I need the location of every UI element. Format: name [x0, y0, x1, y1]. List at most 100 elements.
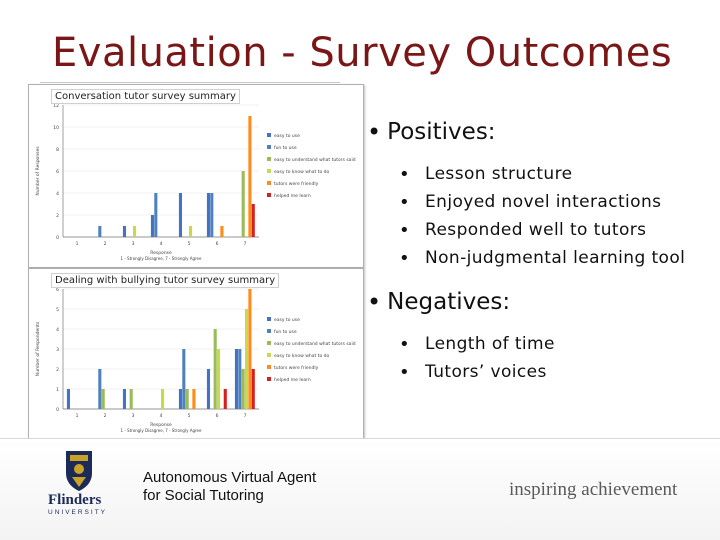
- y-tick-label: 2: [56, 213, 59, 219]
- legend-label: easy to understand what tutors said: [274, 157, 356, 163]
- legend-label: helped me learn: [274, 193, 311, 199]
- slide-title: Evaluation - Survey Outcomes: [52, 30, 673, 76]
- bar: [185, 389, 189, 409]
- bullet-dot: •: [399, 191, 411, 213]
- legend-swatch: [267, 133, 271, 137]
- bar: [150, 215, 155, 237]
- y-tick-label: 8: [56, 147, 59, 153]
- legend-swatch: [267, 329, 271, 333]
- y-tick-label: 5: [56, 307, 59, 313]
- bar: [122, 226, 127, 237]
- logo-subtitle: UNIVERSITY: [48, 509, 108, 516]
- bar: [251, 369, 255, 409]
- legend-label: easy to know what to do: [274, 169, 330, 175]
- footer-line-2: for Social Tutoring: [143, 487, 264, 504]
- footer-line-1: Autonomous Virtual Agent: [143, 469, 317, 486]
- positives-item: • Enjoyed novel interactions: [399, 188, 685, 216]
- legend-label: tutors were friendly: [274, 365, 319, 371]
- footer-project-name: Autonomous Virtual Agent for Social Tuto…: [143, 469, 316, 505]
- x-axis-note: 1 - Strongly Disagree, 7 - Strongly Agre…: [121, 256, 203, 261]
- tagline: inspiring achievement: [509, 479, 678, 500]
- bar: [248, 289, 252, 409]
- x-tick-label: 4: [160, 413, 163, 419]
- negatives-heading: • Negatives:: [367, 288, 510, 316]
- y-tick-label: 3: [56, 347, 59, 353]
- y-tick-label: 4: [56, 327, 59, 333]
- y-tick-label: 6: [56, 169, 59, 175]
- bullet-dot: •: [367, 288, 382, 316]
- bullying-chart: 0 1 2 3 4 5 6 Number of Respondents 1 2 3 4 5 6 7 Respo…: [28, 268, 364, 440]
- footer-rule: [0, 438, 720, 439]
- x-tick-label: 7: [244, 241, 247, 247]
- bar: [241, 369, 245, 409]
- legend-label: easy to understand what tutors said: [274, 341, 356, 347]
- positives-label: Positives:: [387, 119, 496, 145]
- x-axis-label: Response: [150, 422, 172, 428]
- legend-label: fun to use: [274, 145, 297, 151]
- bar: [189, 226, 193, 237]
- bullet-dot: •: [399, 247, 411, 269]
- legend-label: easy to use: [274, 317, 300, 323]
- x-tick-label: 2: [104, 413, 107, 419]
- positives-item: • Responded well to tutors: [399, 216, 685, 244]
- legend-label: easy to use: [274, 133, 300, 139]
- x-tick-label: 1: [76, 413, 79, 419]
- bar: [66, 389, 71, 409]
- legend-swatch: [267, 377, 271, 381]
- legend-swatch: [267, 341, 271, 345]
- bar: [192, 389, 196, 409]
- bullet-dot: •: [399, 361, 411, 383]
- positives-list: • Lesson structure • Enjoyed novel interact…: [399, 160, 685, 272]
- bar: [101, 389, 105, 409]
- bar: [213, 329, 217, 409]
- x-tick-label: 1: [76, 241, 79, 247]
- bar: [206, 369, 211, 409]
- bar: [238, 349, 242, 409]
- x-tick-label: 3: [132, 413, 135, 419]
- bar: [129, 389, 133, 409]
- bar: [154, 193, 158, 237]
- y-axis-label: Number of Responses: [35, 146, 41, 196]
- positives-text: Responded well to tutors: [425, 220, 647, 240]
- legend-swatch: [267, 169, 271, 173]
- y-tick-label: 0: [56, 407, 59, 413]
- x-tick-label: 5: [188, 413, 191, 419]
- bar: [220, 226, 224, 237]
- negatives-item: • Tutors’ voices: [399, 358, 555, 386]
- y-tick-label: 6: [56, 287, 59, 293]
- bullet-dot: •: [399, 333, 411, 355]
- positives-item: • Non-judgmental learning tool: [399, 244, 685, 272]
- bar: [98, 369, 102, 409]
- legend-label: fun to use: [274, 329, 297, 335]
- bar: [161, 389, 165, 409]
- legend-swatch: [267, 157, 271, 161]
- positives-text: Non-judgmental learning tool: [425, 248, 686, 268]
- logo-wordmark: Flinders: [48, 492, 102, 508]
- legend-swatch: [267, 181, 271, 185]
- x-tick-label: 7: [244, 413, 247, 419]
- y-tick-label: 12: [53, 103, 59, 109]
- bar: [122, 389, 127, 409]
- x-tick-label: 4: [160, 241, 163, 247]
- conversation-chart-title: Conversation tutor survey summary: [51, 89, 240, 104]
- bar: [133, 226, 137, 237]
- bullet-dot: •: [399, 219, 411, 241]
- x-tick-label: 6: [216, 241, 219, 247]
- conversation-chart: 0 2 4 6 8 10 12 Number of Responses 1 2 3 4 5 6 7 Respo…: [28, 84, 364, 268]
- footer-band: [0, 439, 720, 540]
- title-rule: [40, 82, 340, 83]
- bar: [217, 349, 221, 409]
- positives-heading: • Positives:: [367, 118, 496, 146]
- bar: [223, 389, 227, 409]
- bar: [98, 226, 102, 237]
- y-axis-label: Number of Respondents: [35, 321, 41, 376]
- x-tick-label: 2: [104, 241, 107, 247]
- bar: [210, 193, 214, 237]
- bar: [178, 389, 183, 409]
- bar: [251, 204, 255, 237]
- bar: [178, 193, 183, 237]
- x-axis-label: Response: [150, 250, 172, 256]
- y-tick-label: 2: [56, 367, 59, 373]
- bar: [234, 349, 239, 409]
